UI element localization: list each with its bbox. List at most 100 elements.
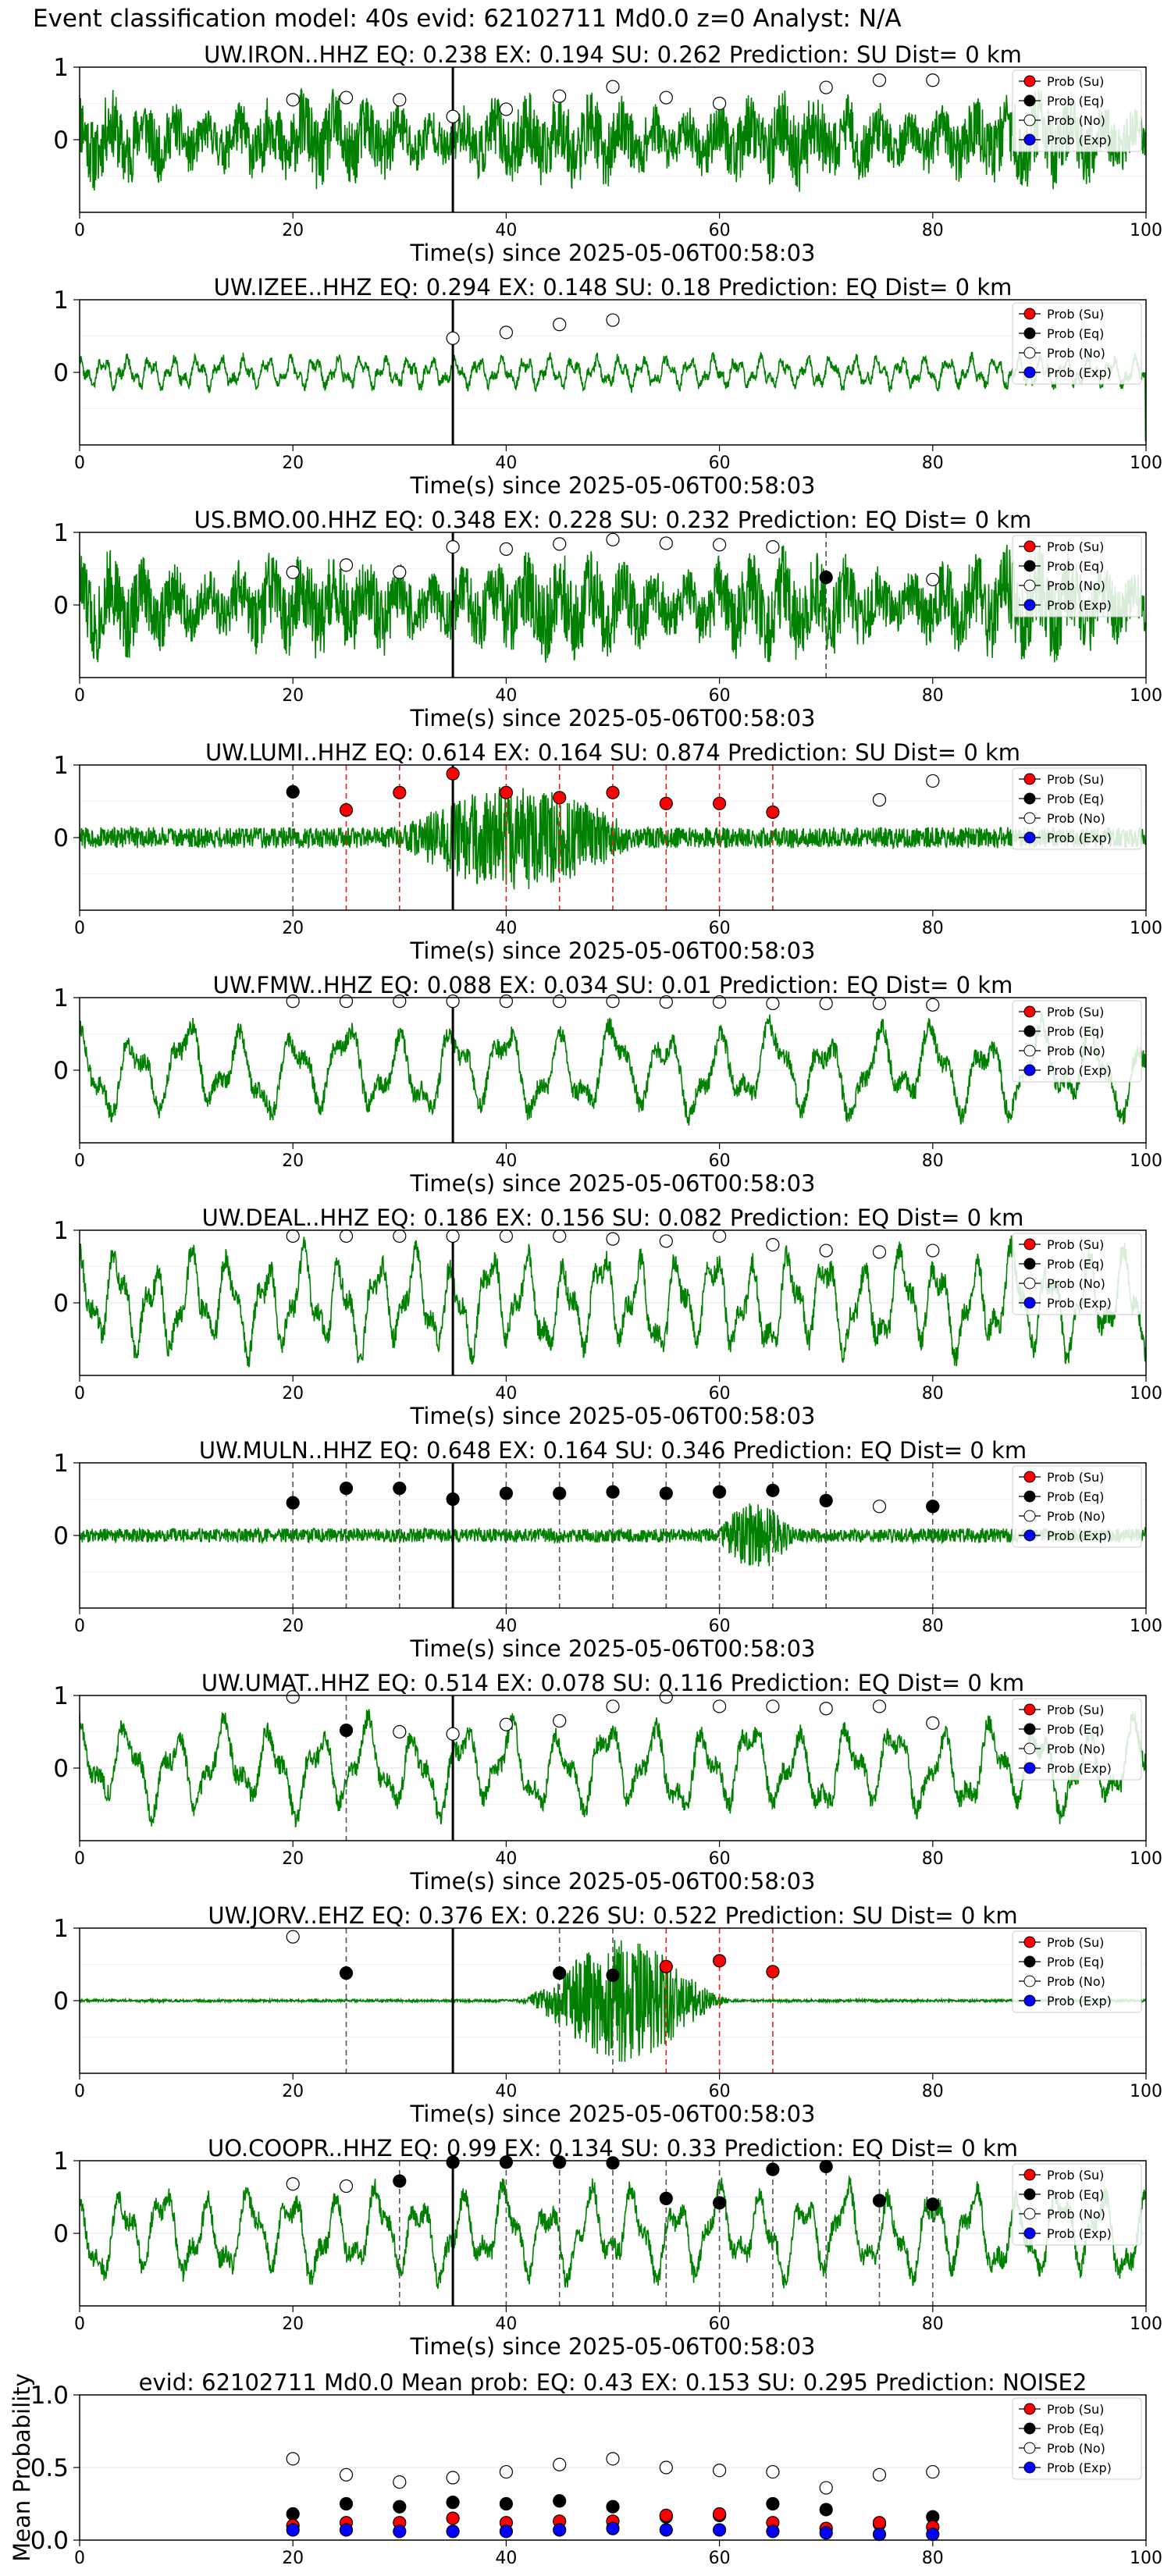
x-tick-label: 0: [74, 221, 85, 240]
legend-label: Prob (Su): [1047, 2402, 1104, 2417]
noise-prob-point: [499, 1229, 514, 1244]
x-tick-label: 0: [74, 2549, 85, 2568]
x-tick-label: 20: [282, 686, 304, 706]
mean-prob-point-exp: [393, 2524, 407, 2539]
noise-prob-point: [446, 331, 460, 345]
legend-label: Prob (Su): [1047, 772, 1104, 787]
legend-marker: [1023, 1490, 1036, 1503]
noise-prob-point: [393, 1724, 407, 1739]
x-tick-label: 60: [709, 454, 731, 473]
noise-prob-point: [926, 73, 940, 87]
noise-prob-point: [872, 1699, 887, 1713]
legend-label: Prob (No): [1047, 1974, 1105, 1989]
x-tick-label: 100: [1130, 2314, 1162, 2334]
legend-label: Prob (Su): [1047, 1005, 1104, 1019]
x-tick-label: 0: [74, 454, 85, 473]
legend-label: Prob (Su): [1047, 1470, 1104, 1485]
x-tick-label: 0: [74, 2314, 85, 2334]
mean-prob-point-exp: [553, 2523, 567, 2537]
x-tick-label: 80: [922, 2549, 944, 2568]
noise-prob-point: [446, 994, 460, 1009]
legend-label: Prob (Eq): [1047, 1489, 1104, 1504]
legend-label: Prob (Su): [1047, 307, 1104, 322]
subplot-9: UW.JORV..EHZ EQ: 0.376 EX: 0.226 SU: 0.5…: [53, 1902, 1162, 2127]
x-tick-label: 40: [495, 919, 517, 938]
waveform-trace: [80, 1235, 1146, 1368]
legend-marker: [1023, 1762, 1036, 1774]
x-tick-label: 100: [1130, 1849, 1162, 1869]
subplot-2: UW.IZEE..HHZ EQ: 0.294 EX: 0.148 SU: 0.1…: [53, 274, 1162, 499]
y-axis-label: Mean Probability: [9, 2373, 35, 2562]
mean-prob-point-exp: [926, 2527, 940, 2542]
legend-label: Prob (Exp): [1047, 598, 1112, 613]
eq-prob-point: [446, 1492, 460, 1507]
eq-prob-point: [659, 2191, 673, 2205]
legend-label: Prob (Su): [1047, 539, 1104, 554]
legend-marker: [1023, 1955, 1036, 1968]
x-tick-label: 80: [922, 454, 944, 473]
x-tick-label: 40: [495, 1384, 517, 1404]
legend-frame: [1012, 535, 1142, 617]
mean-prob-point-exp: [286, 2523, 300, 2537]
legend-label: Prob (Eq): [1047, 792, 1104, 806]
noise-prob-point: [553, 1229, 567, 1244]
noise-prob-point: [766, 996, 780, 1011]
mean-prob-point-eq: [339, 2496, 354, 2511]
legend-marker: [1023, 2403, 1036, 2415]
mean-prob-point-noise: [553, 2457, 567, 2471]
legend-label: Prob (Exp): [1047, 1063, 1112, 1078]
legend-frame: [1012, 1465, 1142, 1548]
y-tick-label: 0: [53, 1987, 69, 2016]
x-tick-label: 40: [495, 2549, 517, 2568]
noise-prob-point: [712, 96, 727, 111]
eq-prob-point: [606, 2156, 620, 2170]
eq-prob-point: [499, 1486, 514, 1500]
subplot-title: UW.JORV..EHZ EQ: 0.376 EX: 0.226 SU: 0.5…: [208, 1902, 1017, 1929]
subplot-7: UW.MULN..HHZ EQ: 0.648 EX: 0.164 SU: 0.3…: [53, 1437, 1162, 1662]
subplot-title: US.BMO.00.HHZ EQ: 0.348 EX: 0.228 SU: 0.…: [194, 507, 1032, 533]
legend-label: Prob (Exp): [1047, 831, 1112, 845]
noise-prob-point: [819, 80, 833, 94]
eq-prob-point: [339, 1724, 354, 1738]
legend-label: Prob (No): [1047, 811, 1105, 826]
y-tick-label: 0: [53, 1755, 69, 1783]
subplot-1: UW.IRON..HHZ EQ: 0.238 EX: 0.194 SU: 0.2…: [53, 41, 1162, 266]
eq-prob-point: [393, 1481, 407, 1496]
legend-marker: [1023, 1975, 1036, 1987]
legend-marker: [1023, 599, 1036, 611]
x-axis-label: Time(s) since 2025-05-06T00:58:03: [410, 705, 816, 731]
legend: Prob (Su) Prob (Eq) Prob (No) Prob (Exp): [1012, 1233, 1142, 1315]
legend: Prob (Su) Prob (Eq) Prob (No) Prob (Exp): [1012, 1465, 1142, 1548]
legend-marker: [1023, 2461, 1036, 2474]
x-tick-label: 0: [74, 1151, 85, 1171]
noise-prob-point: [393, 93, 407, 107]
noise-prob-point: [286, 2177, 300, 2191]
x-tick-label: 0: [74, 686, 85, 706]
x-tick-label: 40: [495, 1617, 517, 1636]
legend-frame: [1012, 302, 1142, 385]
mean-prob-point-eq: [766, 2496, 780, 2511]
mean-prob-point-exp: [766, 2524, 780, 2539]
noise-prob-point: [926, 1244, 940, 1258]
x-axis-label: Time(s) since 2025-05-06T00:58:03: [410, 1170, 816, 1197]
eq-prob-point: [553, 1486, 567, 1500]
legend-marker: [1023, 1064, 1036, 1076]
x-tick-label: 60: [709, 1151, 731, 1171]
legend-label: Prob (Exp): [1047, 2226, 1112, 2241]
mean-prob-point-su: [659, 2508, 673, 2522]
legend: Prob (Su) Prob (Eq) Prob (No) Prob (Exp): [1012, 69, 1142, 152]
x-tick-label: 80: [922, 1617, 944, 1636]
noise-prob-point: [339, 994, 354, 1009]
legend-label: Prob (Su): [1047, 1237, 1104, 1252]
legend-marker: [1023, 75, 1036, 87]
x-tick-label: 0: [74, 1849, 85, 1869]
legend-label: Prob (Eq): [1047, 559, 1104, 574]
legend-marker: [1023, 1510, 1036, 1522]
x-tick-label: 100: [1130, 919, 1162, 938]
eq-prob-point: [393, 2174, 407, 2188]
eq-prob-point: [286, 1496, 300, 1510]
legend-label: Prob (Eq): [1047, 1722, 1104, 1737]
su-prob-point: [712, 1954, 727, 1968]
x-axis-label: Time(s) since 2025-05-06T00:58:03: [410, 472, 816, 499]
